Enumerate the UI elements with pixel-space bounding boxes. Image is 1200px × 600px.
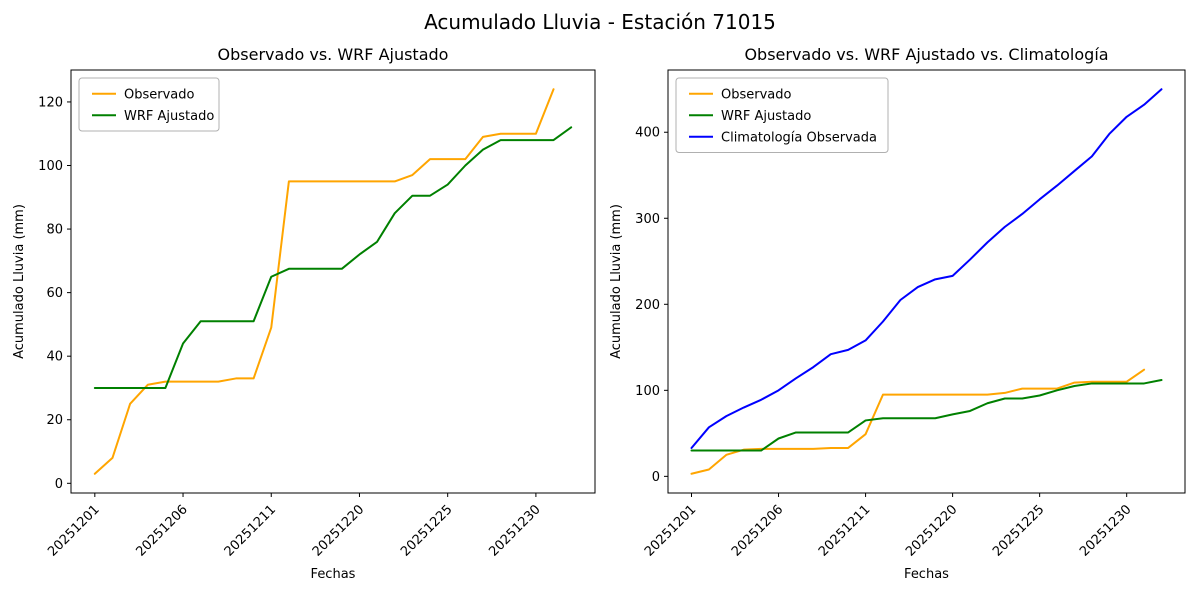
legend-label-climatologia-observada: Climatología Observada (721, 130, 877, 145)
y-tick-label: 100 (635, 384, 660, 399)
x-axis-label: Fechas (311, 567, 356, 582)
y-tick-label: 80 (46, 223, 63, 238)
legend-label-observado: Observado (124, 87, 195, 102)
axes-frame (70, 69, 596, 494)
y-tick-label: 400 (635, 126, 660, 141)
y-tick-label: 0 (652, 470, 660, 485)
y-tick-label: 0 (55, 477, 63, 492)
series-line-observado (93, 88, 555, 475)
x-tick-label: 20251220 (310, 502, 367, 559)
chart-observado-vs-wrf-ajustado: Observado vs. WRF Ajustado 0 20 40 60 80 100 12… (12, 45, 596, 582)
x-tick-label: 20251206 (729, 502, 786, 559)
y-tick-label: 20 (46, 413, 63, 428)
y-tick-label: 100 (38, 159, 63, 174)
x-tick-label: 20251201 (642, 502, 699, 559)
legend-box (78, 77, 220, 132)
y-axis-label: Acumulado Lluvia (mm) (609, 204, 624, 359)
series-line-observado (690, 368, 1146, 475)
x-tick-label: 20251211 (816, 502, 873, 559)
x-tick-label: 20251201 (45, 502, 102, 559)
x-tick-label: 20251230 (1077, 502, 1134, 559)
x-tick-label: 20251230 (486, 502, 543, 559)
x-tick-label: 20251211 (222, 502, 279, 559)
series-line-wrf-ajustado (690, 379, 1163, 452)
series-line-climatologia-observada (690, 88, 1163, 449)
chart-observado-vs-wrf-ajustado-vs-climatologia: Observado vs. WRF Ajustado vs. Climatolo… (609, 45, 1186, 582)
y-tick-label: 40 (46, 350, 63, 365)
y-axis-label: Acumulado Lluvia (mm) (12, 204, 27, 359)
x-tick-label: 20251225 (398, 502, 455, 559)
x-axis-label: Fechas (904, 567, 949, 582)
figure-suptitle: Acumulado Lluvia - Estación 71015 (424, 10, 776, 34)
legend: Observado WRF Ajustado Climatología Observ… (675, 77, 889, 153)
x-tick-label: 20251225 (990, 502, 1047, 559)
legend: Observado WRF Ajustado (78, 77, 220, 132)
series-line-wrf-ajustado (93, 126, 573, 389)
y-tick-label: 200 (635, 298, 660, 313)
chart-title: Observado vs. WRF Ajustado (218, 45, 449, 64)
y-tick-label: 120 (38, 95, 63, 110)
legend-label-observado: Observado (721, 87, 792, 102)
x-tick-label: 20251220 (903, 502, 960, 559)
y-tick-label: 300 (635, 212, 660, 227)
x-tick-label: 20251206 (133, 502, 190, 559)
chart-title: Observado vs. WRF Ajustado vs. Climatolo… (744, 45, 1108, 64)
legend-box (675, 77, 889, 153)
legend-label-wrf-ajustado: WRF Ajustado (124, 109, 214, 124)
axes-frame (667, 69, 1186, 494)
legend-label-wrf-ajustado: WRF Ajustado (721, 109, 811, 124)
y-tick-label: 60 (46, 286, 63, 301)
